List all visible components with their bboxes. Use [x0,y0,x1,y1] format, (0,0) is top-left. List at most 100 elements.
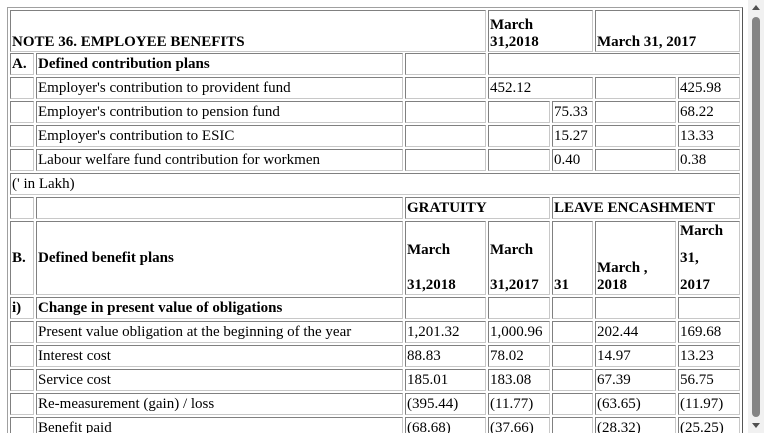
cell-text: Employer's contribution to provident fun… [38,79,291,96]
cell: (37.66) [488,417,550,433]
empty-cell [405,101,486,123]
cell-text: (37.66) [490,419,534,433]
cell-text: Defined benefit plans [38,249,174,266]
cell: (11.77) [488,393,550,415]
cell-text: March , [597,260,648,276]
cell: (68.68) [405,417,486,433]
cell-text: 31, [680,250,699,266]
cell-text: 452.12 [490,79,532,96]
cell: Service cost [36,369,403,391]
cell-text: March [680,223,724,239]
cell: March , 2018 [595,221,676,295]
empty-cell [10,417,34,433]
cell-text: Employer's contribution to ESIC [38,127,235,144]
empty-cell [405,53,486,75]
cell-text: 31 [554,277,569,293]
cell-text: (11.97) [680,395,724,412]
cell-text: 56.75 [680,371,714,388]
empty-cell [488,297,550,319]
cell-text: 169.68 [680,323,722,340]
empty-cell [10,197,34,219]
cell-text: NOTE 36. EMPLOYEE BENEFITS [12,34,245,50]
cell-text: B. [12,249,26,266]
cell: LEAVE ENCASHMENT [552,197,740,219]
empty-cell [595,297,676,319]
cell-text: Interest cost [38,347,111,364]
cell: 67.39 [595,369,676,391]
cell-text: Present value obligation at the beginnin… [38,323,352,340]
cell-text: i) [12,299,22,316]
cell: Re-measurement (gain) / loss [36,393,403,415]
cell: Employer's contribution to provident fun… [36,77,403,99]
cell: 15.27 [552,125,593,147]
cell-text: 15.27 [554,127,588,144]
scroll-down[interactable] [752,423,760,428]
empty-cell [552,369,593,391]
empty-cell [595,149,676,171]
cell: B. [10,221,34,295]
cell-text: March [490,17,534,33]
cell: NOTE 36. EMPLOYEE BENEFITS [10,10,486,52]
scrollbar-thumb[interactable] [752,17,760,417]
cell-text: 67.39 [597,371,631,388]
empty-cell [552,321,593,343]
cell: (' in Lakh) [10,173,740,195]
cell: (63.65) [595,393,676,415]
cell: GRATUITY [405,197,550,219]
cell-text: Change in present value of obligations [38,299,283,316]
empty-cell [488,149,550,171]
cell: Employer's contribution to ESIC [36,125,403,147]
empty-cell [488,125,550,147]
empty-cell [488,53,740,75]
cell-text: 31,2017 [490,277,539,293]
empty-cell [552,393,593,415]
cell-text: GRATUITY [407,199,487,216]
cell-text: 185.01 [407,371,449,388]
empty-cell [405,77,486,99]
cell: 0.38 [678,149,740,171]
cell-text: (395.44) [407,395,459,412]
empty-cell [595,77,676,99]
cell: Interest cost [36,345,403,367]
cell-text: LEAVE ENCASHMENT [554,199,716,216]
cell-text: Benefit paid [38,419,112,433]
cell: (25.25) [678,417,740,433]
cell-text: Defined contribution plans [38,55,210,72]
cell-text: 202.44 [597,323,639,340]
cell-text: Employer's contribution to pension fund [38,103,280,120]
cell: 56.75 [678,369,740,391]
empty-cell [595,101,676,123]
cell: Employer's contribution to pension fund [36,101,403,123]
cell-text: 183.08 [490,371,532,388]
empty-cell [488,101,550,123]
cell: 1,000.96 [488,321,550,343]
empty-cell [36,197,403,219]
cell: 78.02 [488,345,550,367]
cell: Change in present value of obligations [36,297,403,319]
cell-text: 31,2018 [490,34,539,50]
empty-cell [405,125,486,147]
cell-text: 75.33 [554,103,588,120]
cell-text: March 31, 2017 [597,34,697,50]
table-frame [7,7,743,433]
cell: 169.68 [678,321,740,343]
cell: 88.83 [405,345,486,367]
cell-text: A. [12,55,27,72]
empty-cell [10,125,34,147]
cell: A. [10,53,34,75]
empty-cell [552,345,593,367]
cell: 68.22 [678,101,740,123]
cell-text: (11.77) [490,395,534,412]
cell: 202.44 [595,321,676,343]
empty-cell [10,149,34,171]
empty-cell [405,297,486,319]
cell: Defined contribution plans [36,53,403,75]
empty-cell [552,297,593,319]
cell-text: Labour welfare fund contribution for wor… [38,151,320,168]
cell: March 31, 2017 [595,10,740,52]
cell: (11.97) [678,393,740,415]
cell-text: 0.38 [680,151,707,168]
cell: 14.97 [595,345,676,367]
scroll-up[interactable] [752,5,760,10]
